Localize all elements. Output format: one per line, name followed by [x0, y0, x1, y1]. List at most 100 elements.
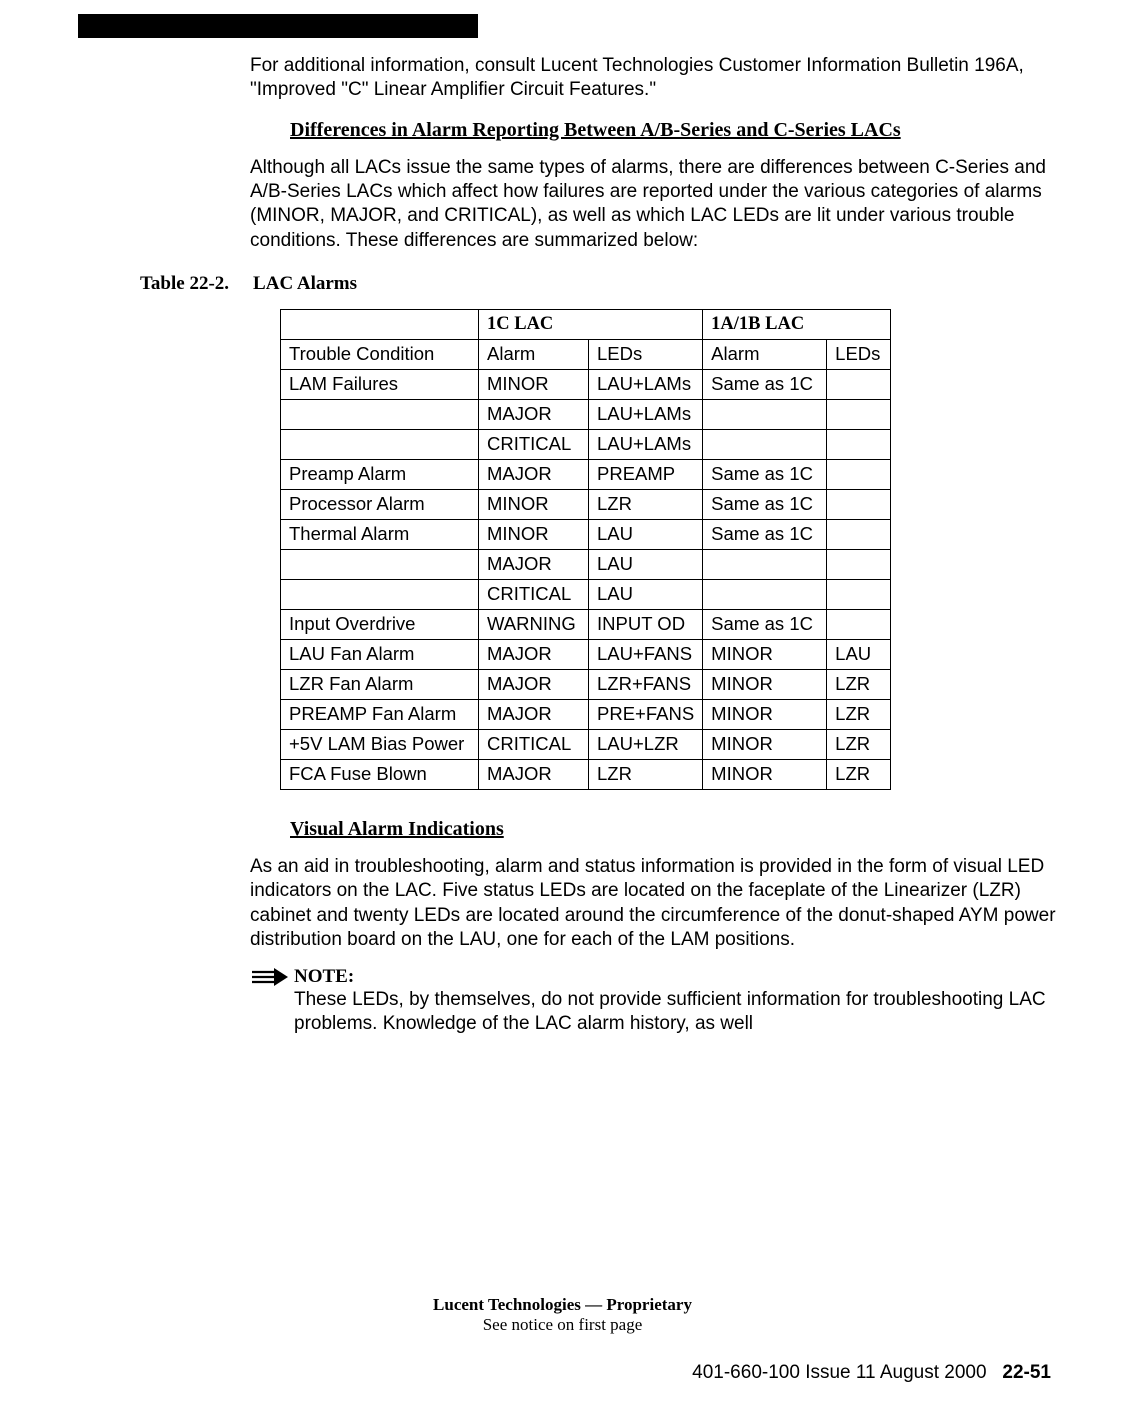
table-cell	[281, 399, 479, 429]
table-cell: LAU	[827, 639, 891, 669]
table-cell: LZR	[827, 699, 891, 729]
table-cell	[281, 429, 479, 459]
table-row: FCA Fuse BlownMAJORLZRMINORLZR	[281, 759, 891, 789]
table-cell	[827, 459, 891, 489]
table-cell	[827, 519, 891, 549]
table-cell: Preamp Alarm	[281, 459, 479, 489]
table-cell: Thermal Alarm	[281, 519, 479, 549]
td-trouble-condition: Trouble Condition	[281, 339, 479, 369]
th-blank	[281, 309, 479, 339]
table-cell: LZR Fan Alarm	[281, 669, 479, 699]
table-cell: LAU+LAMs	[589, 369, 703, 399]
table-cell: Same as 1C	[703, 369, 827, 399]
table-title: LAC Alarms	[253, 273, 357, 294]
footer-proprietary: Lucent Technologies — Proprietary See no…	[0, 1295, 1125, 1335]
table-cell: WARNING	[479, 609, 589, 639]
table-cell: LAU+LZR	[589, 729, 703, 759]
table-cell: MINOR	[479, 519, 589, 549]
th-1a1b-lac: 1A/1B LAC	[703, 309, 891, 339]
table-row: MAJORLAU	[281, 549, 891, 579]
table-cell: LAU+LAMs	[589, 429, 703, 459]
table-cell: MAJOR	[479, 669, 589, 699]
table-cell: MAJOR	[479, 759, 589, 789]
table-cell: LAU+LAMs	[589, 399, 703, 429]
table-cell: LAU	[589, 579, 703, 609]
table-row: Preamp AlarmMAJORPREAMPSame as 1C	[281, 459, 891, 489]
table-cell	[827, 429, 891, 459]
table-cell: LAU	[589, 519, 703, 549]
table-cell: LAU	[589, 549, 703, 579]
table-cell	[703, 399, 827, 429]
note-body: These LEDs, by themselves, do not provid…	[294, 988, 1060, 1037]
table-row: LZR Fan AlarmMAJORLZR+FANSMINORLZR	[281, 669, 891, 699]
table-cell: +5V LAM Bias Power	[281, 729, 479, 759]
table-cell	[827, 369, 891, 399]
table-cell: Input Overdrive	[281, 609, 479, 639]
table-number: Table 22-2.	[140, 273, 229, 294]
page-content: For additional information, consult Luce…	[250, 54, 1060, 1037]
table-cell: MINOR	[703, 729, 827, 759]
table-cell	[827, 489, 891, 519]
table-row: Input OverdriveWARNINGINPUT ODSame as 1C	[281, 609, 891, 639]
table-row: PREAMP Fan AlarmMAJORPRE+FANSMINORLZR	[281, 699, 891, 729]
diff-paragraph: Although all LACs issue the same types o…	[250, 156, 1060, 253]
footer-line2: See notice on first page	[483, 1315, 643, 1334]
table-cell: FCA Fuse Blown	[281, 759, 479, 789]
table-cell: MINOR	[703, 639, 827, 669]
table-cell: Same as 1C	[703, 489, 827, 519]
footer-issue: 401-660-100 Issue 11 August 2000 22-51	[692, 1362, 1051, 1384]
table-cell	[703, 579, 827, 609]
heading-differences: Differences in Alarm Reporting Between A…	[290, 119, 1060, 142]
table-cell	[703, 549, 827, 579]
table-cell: Same as 1C	[703, 459, 827, 489]
table-cell: LZR+FANS	[589, 669, 703, 699]
table-cell	[281, 579, 479, 609]
th-1c-lac: 1C LAC	[479, 309, 703, 339]
table-cell: LAM Failures	[281, 369, 479, 399]
table-cell	[827, 549, 891, 579]
table-header-row-2: Trouble Condition Alarm LEDs Alarm LEDs	[281, 339, 891, 369]
table-row: Thermal AlarmMINORLAUSame as 1C	[281, 519, 891, 549]
table-cell: LAU Fan Alarm	[281, 639, 479, 669]
note-block: NOTE: These LEDs, by themselves, do not …	[250, 966, 1060, 1037]
table-cell: LZR	[589, 489, 703, 519]
table-row: CRITICALLAU	[281, 579, 891, 609]
table-cell: MAJOR	[479, 399, 589, 429]
table-header-row-1: 1C LAC 1A/1B LAC	[281, 309, 891, 339]
table-cell: PREAMP	[589, 459, 703, 489]
note-arrow-icon	[250, 966, 294, 986]
td-alarm-1: Alarm	[479, 339, 589, 369]
td-leds-1: LEDs	[589, 339, 703, 369]
table-row: MAJORLAU+LAMs	[281, 399, 891, 429]
footer-page-number: 22-51	[1002, 1362, 1051, 1383]
table-row: Processor AlarmMINORLZRSame as 1C	[281, 489, 891, 519]
table-row: LAU Fan AlarmMAJORLAU+FANSMINORLAU	[281, 639, 891, 669]
table-cell: LZR	[827, 729, 891, 759]
table-cell	[703, 429, 827, 459]
table-cell: MINOR	[703, 759, 827, 789]
table-cell: MAJOR	[479, 639, 589, 669]
table-cell: CRITICAL	[479, 579, 589, 609]
table-cell: LZR	[589, 759, 703, 789]
lac-alarms-table: 1C LAC 1A/1B LAC Trouble Condition Alarm…	[280, 309, 891, 790]
visual-paragraph: As an aid in troubleshooting, alarm and …	[250, 855, 1060, 952]
table-cell: Processor Alarm	[281, 489, 479, 519]
table-cell: PREAMP Fan Alarm	[281, 699, 479, 729]
table-cell: MINOR	[703, 669, 827, 699]
table-caption: Table 22-2. LAC Alarms	[140, 273, 1060, 295]
table-cell: Same as 1C	[703, 609, 827, 639]
header-blackout-bar	[78, 14, 478, 38]
table-cell	[281, 549, 479, 579]
table-cell: Same as 1C	[703, 519, 827, 549]
table-row: LAM FailuresMINORLAU+LAMsSame as 1C	[281, 369, 891, 399]
note-label: NOTE:	[294, 966, 1060, 988]
table-cell: MINOR	[479, 489, 589, 519]
footer-issue-text: 401-660-100 Issue 11 August 2000	[692, 1362, 986, 1383]
table-cell: LZR	[827, 669, 891, 699]
table-row: +5V LAM Bias PowerCRITICALLAU+LZRMINORLZ…	[281, 729, 891, 759]
table-cell: CRITICAL	[479, 729, 589, 759]
table-cell: CRITICAL	[479, 429, 589, 459]
table-cell: LZR	[827, 759, 891, 789]
heading-visual-alarm: Visual Alarm Indications	[290, 818, 1060, 841]
intro-paragraph: For additional information, consult Luce…	[250, 54, 1060, 103]
